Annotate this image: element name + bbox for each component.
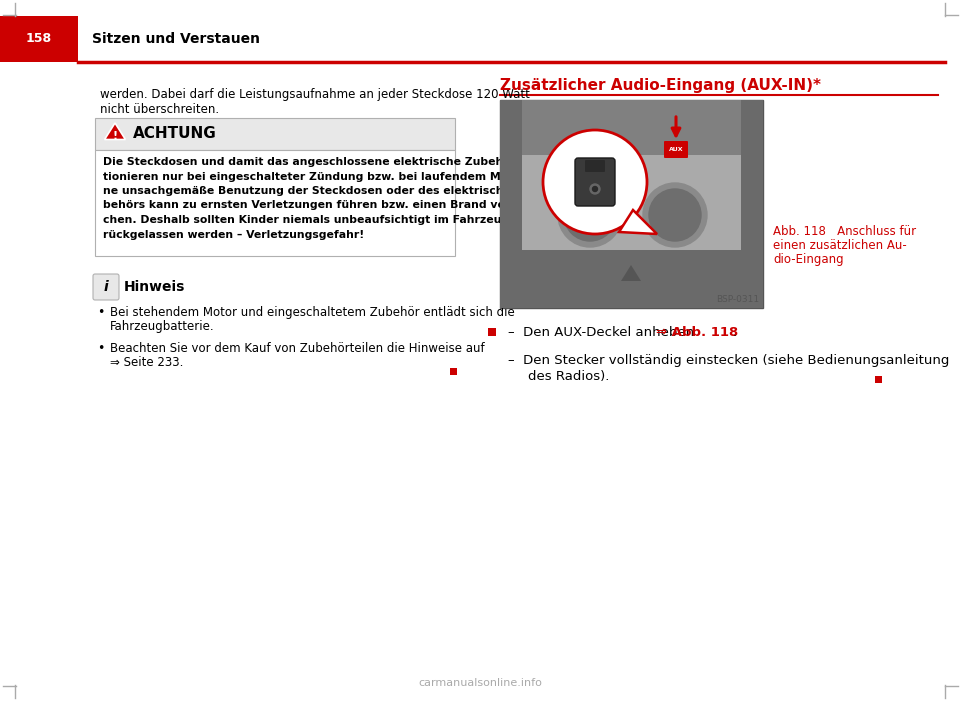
- Text: Sitzen und Verstauen: Sitzen und Verstauen: [92, 32, 260, 46]
- Text: tionieren nur bei eingeschalteter Zündung bzw. bei laufendem Motor. Ei-: tionieren nur bei eingeschalteter Zündun…: [103, 172, 548, 182]
- Text: !: !: [112, 131, 117, 141]
- Text: chen. Deshalb sollten Kinder niemals unbeaufsichtigt im Fahrzeug zu-: chen. Deshalb sollten Kinder niemals unb…: [103, 215, 532, 225]
- Circle shape: [543, 130, 647, 234]
- Text: 158: 158: [26, 32, 52, 46]
- Text: –  Den Stecker vollständig einstecken (siehe Bedienungsanleitung: – Den Stecker vollständig einstecken (si…: [508, 354, 949, 367]
- Text: behörs kann zu ernsten Verletzungen führen bzw. einen Brand verursa-: behörs kann zu ernsten Verletzungen führ…: [103, 200, 541, 210]
- Circle shape: [558, 183, 622, 247]
- FancyBboxPatch shape: [585, 160, 605, 172]
- Text: Hinweis: Hinweis: [124, 280, 185, 294]
- Text: •: •: [97, 306, 105, 319]
- Polygon shape: [105, 123, 126, 139]
- Text: ⇒ Abb. 118: ⇒ Abb. 118: [656, 326, 738, 339]
- FancyBboxPatch shape: [522, 155, 741, 250]
- FancyBboxPatch shape: [93, 274, 119, 300]
- Text: nicht überschreiten.: nicht überschreiten.: [100, 103, 219, 116]
- Text: i: i: [104, 280, 108, 294]
- Text: ACHTUNG: ACHTUNG: [133, 126, 217, 142]
- Text: dio-Eingang: dio-Eingang: [773, 253, 844, 266]
- Text: ne unsachgemäße Benutzung der Steckdosen oder des elektrischen Zu-: ne unsachgemäße Benutzung der Steckdosen…: [103, 186, 542, 196]
- Circle shape: [643, 183, 707, 247]
- Text: einen zusätzlichen Au-: einen zusätzlichen Au-: [773, 239, 907, 252]
- FancyBboxPatch shape: [0, 16, 78, 62]
- FancyBboxPatch shape: [95, 118, 455, 150]
- FancyBboxPatch shape: [522, 250, 741, 308]
- FancyBboxPatch shape: [741, 100, 763, 308]
- Circle shape: [592, 186, 597, 191]
- FancyBboxPatch shape: [95, 150, 455, 256]
- Circle shape: [564, 189, 616, 241]
- Text: Zusätzlicher Audio-Eingang (AUX-IN)*: Zusätzlicher Audio-Eingang (AUX-IN)*: [500, 78, 821, 93]
- FancyBboxPatch shape: [875, 376, 882, 383]
- Text: –  Den AUX-Deckel anheben: – Den AUX-Deckel anheben: [508, 326, 698, 339]
- Text: des Radios).: des Radios).: [528, 370, 610, 383]
- Text: Fahrzeugbatterie.: Fahrzeugbatterie.: [110, 320, 215, 333]
- Polygon shape: [621, 265, 641, 281]
- Text: werden. Dabei darf die Leistungsaufnahme an jeder Steckdose 120 Watt: werden. Dabei darf die Leistungsaufnahme…: [100, 88, 530, 101]
- Text: AUX: AUX: [669, 147, 684, 152]
- FancyBboxPatch shape: [664, 141, 688, 158]
- Text: BSP-0311: BSP-0311: [716, 295, 759, 304]
- Text: rückgelassen werden – Verletzungsgefahr!: rückgelassen werden – Verletzungsgefahr!: [103, 229, 364, 240]
- Circle shape: [649, 189, 701, 241]
- Circle shape: [590, 184, 600, 194]
- Text: •: •: [97, 342, 105, 355]
- FancyBboxPatch shape: [488, 328, 496, 336]
- FancyBboxPatch shape: [500, 100, 522, 308]
- Text: Die Steckdosen und damit das angeschlossene elektrische Zubehör funk-: Die Steckdosen und damit das angeschloss…: [103, 157, 552, 167]
- Text: .: .: [733, 326, 737, 339]
- Text: Beachten Sie vor dem Kauf von Zubehörteilen die Hinweise auf: Beachten Sie vor dem Kauf von Zubehörtei…: [110, 342, 485, 355]
- Text: Bei stehendem Motor und eingeschaltetem Zubehör entlädt sich die: Bei stehendem Motor und eingeschaltetem …: [110, 306, 515, 319]
- FancyBboxPatch shape: [500, 100, 763, 308]
- FancyBboxPatch shape: [575, 158, 615, 206]
- Text: ⇒ Seite 233.: ⇒ Seite 233.: [110, 356, 183, 369]
- Text: carmanualsonline.info: carmanualsonline.info: [418, 678, 542, 688]
- Polygon shape: [619, 210, 657, 234]
- FancyBboxPatch shape: [522, 100, 741, 155]
- FancyBboxPatch shape: [450, 368, 457, 375]
- Text: Abb. 118   Anschluss für: Abb. 118 Anschluss für: [773, 225, 916, 238]
